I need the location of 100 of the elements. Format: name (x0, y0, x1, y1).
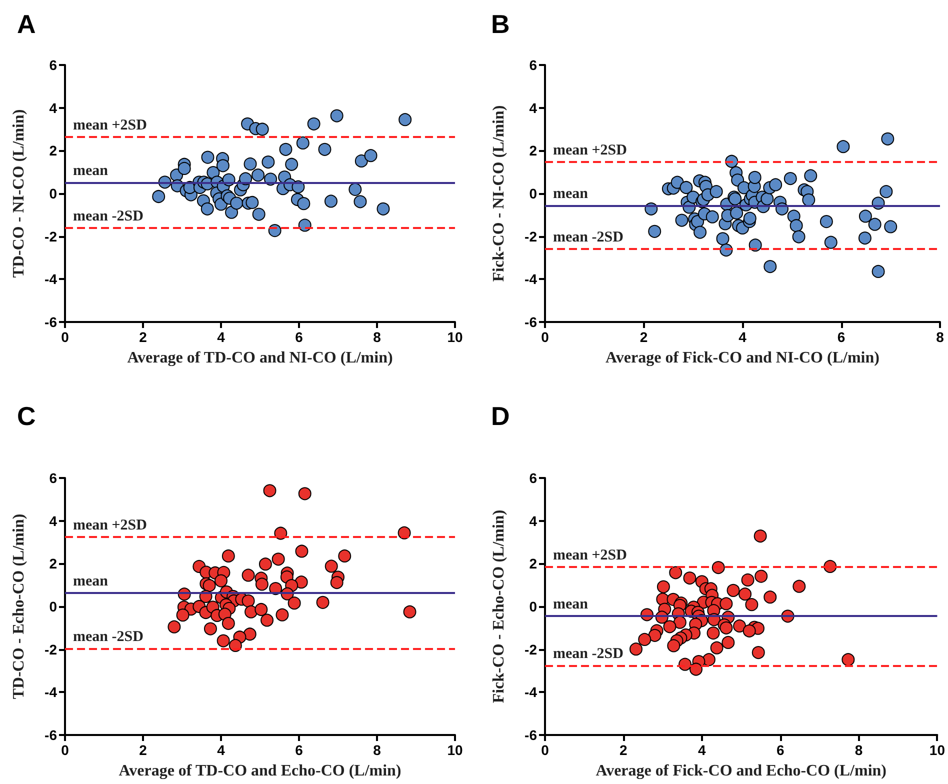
point (242, 568, 255, 582)
point (263, 484, 276, 498)
x-tick-label: 0 (541, 329, 550, 345)
y-tick-label: 0 (529, 598, 538, 614)
chart-title: B (491, 9, 510, 39)
chart-title: A (17, 9, 36, 39)
ref-line-label: mean +2SD (73, 517, 148, 534)
ref-line-label: mean -2SD (553, 646, 624, 662)
point (288, 596, 301, 610)
point (403, 605, 416, 618)
y-tick-label: 0 (49, 598, 58, 614)
point (168, 620, 181, 634)
point (244, 605, 258, 618)
y-tick-label: 2 (49, 142, 58, 159)
y-tick-label: -2 (44, 228, 58, 244)
chart-title: D (491, 401, 510, 431)
point (254, 603, 268, 616)
y-tick-label: -4 (524, 271, 538, 288)
x-axis-title: Average of TD-CO and NI-CO (L/min) (127, 350, 393, 366)
y-tick-label: 4 (529, 100, 538, 116)
ref-line-label: mean (73, 574, 109, 590)
y-tick-label: 2 (529, 142, 538, 159)
y-tick-label: -6 (44, 727, 58, 743)
chart-title: C (17, 401, 36, 431)
x-axis-title: Average of Fick-CO and Echo-CO (L/min) (596, 762, 887, 780)
point (298, 487, 312, 500)
ref-line-label: mean +2SD (553, 547, 628, 564)
point (272, 552, 285, 566)
x-tick-label: 8 (936, 329, 944, 345)
x-tick-label: 2 (139, 329, 148, 345)
x-tick-label: 2 (620, 742, 628, 758)
x-tick-label: 10 (447, 329, 463, 345)
y-tick-label: 6 (529, 57, 538, 73)
x-tick-label: 2 (640, 329, 648, 345)
x-axis-title: Average of Fick-CO and NI-CO (L/min) (606, 350, 880, 366)
y-tick-label: -4 (44, 684, 58, 700)
y-axis-title: Fick-CO - Echo-CO (L/min) (490, 510, 508, 704)
x-tick-label: 8 (373, 742, 382, 758)
ref-line-label: mean -2SD (73, 628, 144, 645)
x-tick-label: 0 (61, 742, 70, 758)
x-tick-label: 4 (217, 329, 226, 345)
x-tick-label: 6 (295, 329, 304, 345)
y-axis-title: TD-CO - Echo-CO (L/min) (10, 514, 28, 700)
x-tick-label: 0 (541, 742, 550, 758)
y-tick-label: 6 (529, 470, 538, 486)
point (255, 578, 268, 591)
y-tick-label: -2 (524, 641, 538, 658)
ref-line-label: mean +2SD (553, 142, 628, 158)
point (276, 608, 289, 622)
y-tick-label: -6 (524, 314, 538, 330)
ref-line-label: mean (553, 596, 589, 612)
y-tick-label: 4 (49, 100, 58, 116)
point (204, 622, 217, 636)
y-tick-label: -2 (524, 228, 538, 244)
y-axis-title: Fick-CO - NI-CO (L/min) (490, 105, 508, 282)
x-tick-label: 10 (447, 742, 463, 758)
point (214, 574, 228, 588)
point (295, 544, 308, 558)
x-axis-title: Average of TD-CO and Echo-CO (L/min) (118, 762, 402, 780)
point (176, 608, 190, 622)
x-tick-label: 2 (139, 742, 148, 758)
x-tick-label: 4 (217, 742, 226, 758)
ref-line-label: mean +2SD (73, 118, 148, 134)
y-tick-label: 0 (529, 186, 538, 202)
y-tick-label: 0 (49, 186, 58, 202)
point (338, 549, 352, 562)
ref-line-label: mean (553, 186, 589, 202)
ref-line-label: mean (73, 162, 109, 179)
x-tick-label: 6 (295, 742, 304, 758)
point (324, 560, 338, 573)
y-tick-label: -4 (44, 271, 58, 288)
y-tick-label: 2 (529, 556, 538, 572)
point (294, 576, 308, 589)
y-tick-label: 6 (49, 470, 58, 486)
x-tick-label: 10 (929, 742, 946, 758)
point (260, 614, 274, 627)
x-tick-label: 0 (61, 329, 70, 345)
x-tick-label: 8 (854, 742, 863, 758)
ref-line-label: mean -2SD (553, 229, 624, 246)
y-tick-label: 4 (49, 512, 58, 529)
point (258, 558, 272, 571)
point (316, 596, 330, 609)
x-tick-label: 4 (698, 742, 706, 758)
x-tick-label: 6 (776, 742, 784, 758)
x-tick-label: 6 (837, 329, 846, 345)
y-axis-title: TD-CO - NI-CO (L/min) (10, 109, 28, 278)
y-tick-label: -4 (524, 684, 538, 700)
point (202, 579, 216, 592)
y-tick-label: -6 (44, 314, 58, 330)
y-tick-label: 2 (49, 556, 58, 572)
x-tick-label: 4 (738, 329, 747, 345)
point (216, 634, 230, 648)
ref-line-label: mean -2SD (73, 208, 144, 224)
y-tick-label: 4 (529, 512, 538, 529)
point (222, 616, 235, 630)
point (274, 526, 288, 540)
x-tick-label: 8 (373, 329, 382, 345)
point (243, 628, 256, 641)
point (330, 576, 344, 590)
y-tick-label: -2 (44, 641, 58, 658)
